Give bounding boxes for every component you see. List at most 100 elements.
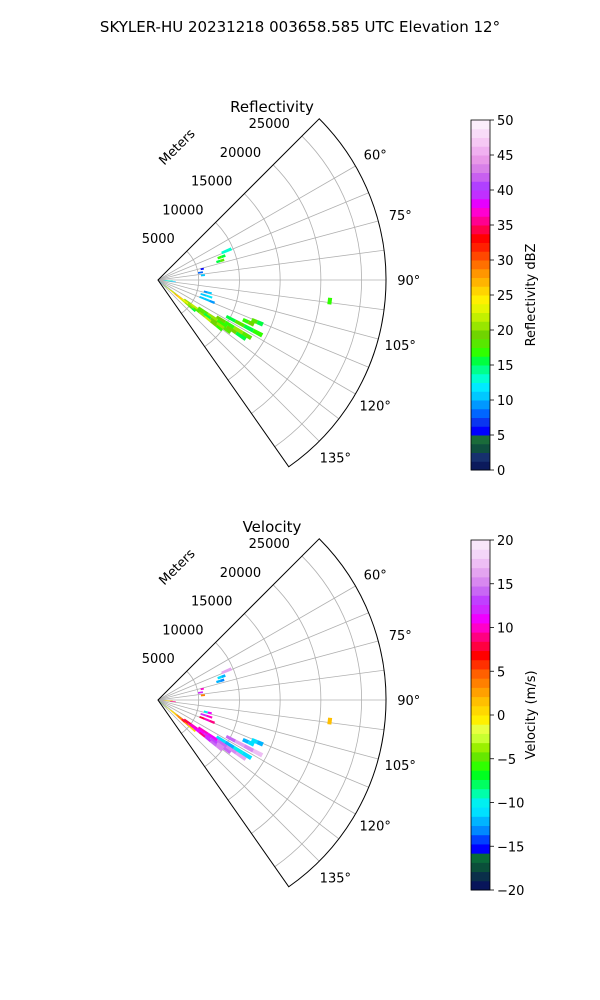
- echo-gate: [215, 315, 227, 324]
- echo-gate: [187, 304, 193, 310]
- echo-gate: [204, 735, 212, 743]
- grid-arc: [204, 642, 240, 768]
- colorbar-swatch: [471, 146, 490, 156]
- echo-gate: [206, 294, 213, 299]
- colorbar-swatch: [471, 779, 490, 790]
- colorbar-swatch: [471, 286, 490, 296]
- echo-gate: [198, 731, 206, 738]
- grid-spoke: [157, 279, 379, 340]
- grid-arc: [204, 222, 240, 348]
- radial-tick-label: 10000: [162, 203, 203, 218]
- colorbar: −20 −15 −10 −5 0 5 10 15 20 Velocity (m/s): [470, 534, 539, 899]
- echo-gate: [209, 737, 219, 745]
- radial-axis-label: Meters: [157, 546, 199, 588]
- colorbar-swatch: [471, 558, 490, 569]
- colorbar-swatch: [471, 715, 490, 725]
- echo-layer: [159, 667, 333, 761]
- echo-gate: [190, 303, 199, 310]
- colorbar-swatch: [471, 128, 490, 138]
- echo-gate: [184, 301, 189, 307]
- colorbar-tick-label: −10: [497, 797, 524, 812]
- echo-gate: [199, 715, 205, 720]
- grid-spoke: [157, 279, 356, 395]
- colorbar-swatch: [471, 120, 490, 130]
- colorbar-swatch: [471, 733, 490, 744]
- echo-gate: [207, 732, 219, 742]
- colorbar-swatch: [471, 242, 490, 252]
- colorbar-swatch: [471, 770, 490, 780]
- echo-gate: [183, 298, 192, 305]
- colorbar-swatch: [471, 435, 490, 445]
- colorbar-swatch: [471, 163, 490, 173]
- colorbar-swatch: [471, 549, 490, 559]
- echo-gate: [252, 328, 264, 338]
- colorbar-swatch: [471, 788, 490, 799]
- echo-gate: [180, 299, 186, 303]
- colorbar-swatch: [471, 312, 490, 322]
- colorbar-swatch: [471, 668, 490, 679]
- colorbar-tick-label: 25: [497, 289, 514, 304]
- echo-gate: [225, 734, 237, 743]
- colorbar-swatch: [471, 724, 490, 734]
- echo-gate: [209, 740, 218, 747]
- echo-gate: [181, 718, 189, 724]
- echo-gate: [234, 739, 246, 748]
- echo-gate: [215, 744, 224, 752]
- colorbar-swatch: [471, 862, 490, 873]
- colorbar-swatch: [471, 198, 490, 208]
- colorbar-swatch: [471, 461, 490, 471]
- grid-arc: [251, 584, 322, 834]
- colorbar-tick-label: 35: [497, 219, 514, 234]
- grid-spoke: [157, 699, 385, 731]
- colorbar-swatch: [471, 277, 490, 287]
- colorbar-swatch: [471, 576, 490, 587]
- azimuth-tick-label: 135°: [320, 871, 351, 886]
- echo-gate: [206, 714, 213, 719]
- grid-spokes: [157, 585, 386, 862]
- echo-gate: [209, 719, 216, 724]
- azimuth-tick-label: 75°: [389, 629, 412, 644]
- echo-gate: [241, 751, 253, 761]
- echo-gate: [187, 722, 195, 729]
- colorbar-tick-label: 50: [497, 114, 514, 129]
- colorbar-swatch: [471, 613, 490, 624]
- radial-tick-label: 5000: [142, 232, 175, 247]
- azimuth-tick-label: 75°: [389, 209, 412, 224]
- colorbar-tick-label: −20: [497, 884, 524, 899]
- echo-gate: [224, 320, 235, 329]
- echo-gate: [204, 717, 210, 722]
- grid-arc: [181, 250, 200, 314]
- radial-tick-label: 20000: [220, 566, 261, 581]
- echo-gate: [216, 738, 228, 748]
- echo-gate: [216, 679, 221, 684]
- colorbar-swatch: [471, 696, 490, 707]
- colorbar-swatch: [471, 207, 490, 217]
- colorbar-swatch: [471, 426, 490, 436]
- colorbar-swatch: [471, 356, 490, 366]
- colorbar-swatch: [471, 365, 490, 375]
- colorbar-swatch: [471, 816, 490, 827]
- echo-gate: [241, 331, 253, 341]
- colorbar-swatch: [471, 540, 490, 550]
- colorbar-swatch: [471, 567, 490, 578]
- colorbar-swatch: [471, 705, 490, 716]
- echo-gate: [233, 745, 244, 755]
- echo-gate: [207, 711, 212, 715]
- colorbar-swatch: [471, 347, 490, 357]
- echo-gate: [209, 299, 216, 304]
- azimuth-tick-label: 135°: [320, 451, 351, 466]
- grid-spoke: [157, 220, 379, 281]
- colorbar-tick-label: 20: [497, 534, 514, 549]
- radial-tick-label: 15000: [191, 175, 232, 190]
- colorbar-swatch: [471, 373, 490, 383]
- colorbar-swatch: [471, 382, 490, 392]
- echo-gate: [204, 315, 212, 323]
- echo-gate: [196, 727, 205, 735]
- radial-tick-label: 5000: [142, 652, 175, 667]
- echo-gate: [216, 741, 225, 750]
- echo-gate: [207, 291, 212, 295]
- colorbar: 0 5 10 15 20 25 30 35 40 45 50 Reflectivity dBZ: [470, 114, 539, 479]
- echo-gate: [219, 678, 225, 683]
- echo-gate: [216, 259, 221, 264]
- echo-gate: [164, 280, 171, 282]
